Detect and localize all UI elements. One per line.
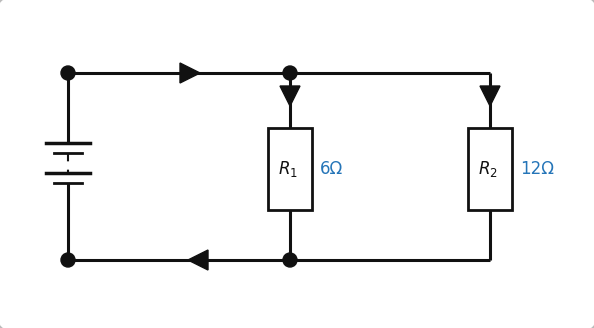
Circle shape [61,66,75,80]
Circle shape [61,253,75,267]
Polygon shape [188,250,208,270]
Text: 6Ω: 6Ω [320,160,343,178]
Circle shape [283,66,297,80]
Bar [468,128,512,210]
Text: $R_2$: $R_2$ [478,159,498,179]
Circle shape [283,253,297,267]
Polygon shape [180,63,200,83]
Text: 12Ω: 12Ω [520,160,554,178]
Bar [268,128,312,210]
Polygon shape [480,86,500,106]
Polygon shape [280,86,300,106]
Text: $R_1$: $R_1$ [278,159,298,179]
